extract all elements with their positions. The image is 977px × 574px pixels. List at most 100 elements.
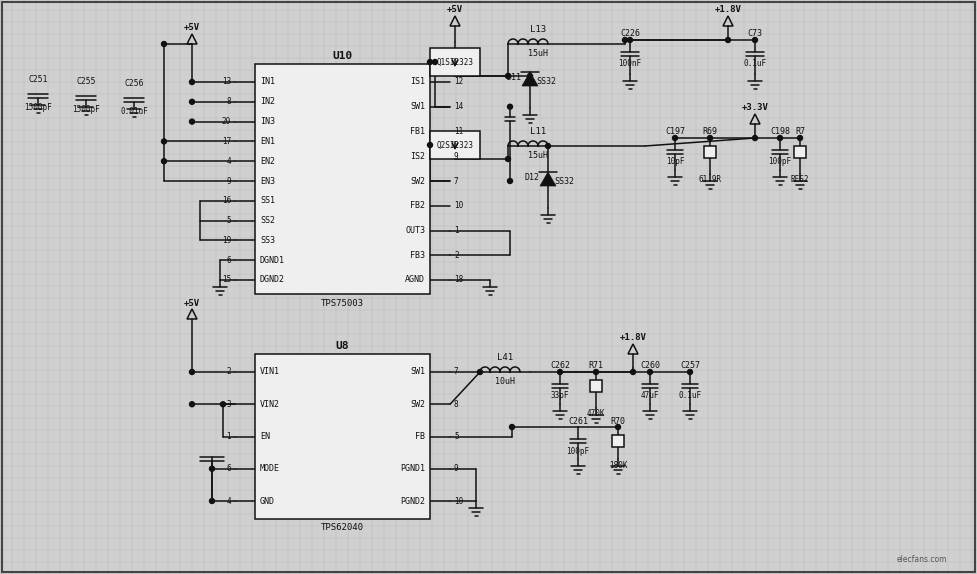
Polygon shape <box>540 172 556 186</box>
Text: 10: 10 <box>454 201 463 210</box>
Text: 10: 10 <box>454 497 463 506</box>
Text: C251: C251 <box>28 76 48 84</box>
Text: 0.01uF: 0.01uF <box>120 107 148 117</box>
Text: C261: C261 <box>568 417 588 425</box>
Text: FB1: FB1 <box>410 127 425 136</box>
Text: R69: R69 <box>702 127 717 137</box>
Text: SS2: SS2 <box>260 216 275 225</box>
Text: D12: D12 <box>525 173 539 183</box>
Text: 13: 13 <box>222 77 231 87</box>
Text: FB: FB <box>415 432 425 441</box>
Text: 1: 1 <box>454 226 458 235</box>
Text: 15: 15 <box>222 276 231 285</box>
Text: SS3: SS3 <box>260 236 275 245</box>
Text: 18: 18 <box>454 276 463 285</box>
Circle shape <box>190 80 194 84</box>
Text: RES2: RES2 <box>790 176 809 184</box>
Text: 4: 4 <box>227 497 231 506</box>
Circle shape <box>190 370 194 374</box>
Text: +1.8V: +1.8V <box>714 6 742 14</box>
Text: 12: 12 <box>454 77 463 87</box>
Text: EN3: EN3 <box>260 176 275 185</box>
Circle shape <box>672 135 677 141</box>
Circle shape <box>209 466 215 471</box>
Circle shape <box>797 135 802 141</box>
Text: C255: C255 <box>76 77 96 87</box>
Text: C256: C256 <box>124 80 144 88</box>
Text: 2: 2 <box>227 367 231 377</box>
Circle shape <box>752 37 757 42</box>
Text: 0.1uF: 0.1uF <box>678 391 701 401</box>
Text: C257: C257 <box>680 362 700 370</box>
Circle shape <box>630 370 635 374</box>
Text: 100nF: 100nF <box>618 60 642 68</box>
Text: SS32: SS32 <box>536 76 556 86</box>
Text: 180K: 180K <box>609 460 627 470</box>
Text: 8: 8 <box>454 400 458 409</box>
Text: C73: C73 <box>747 29 762 38</box>
Circle shape <box>428 60 433 64</box>
Text: L11: L11 <box>530 127 546 137</box>
Circle shape <box>545 144 550 149</box>
Text: PGND1: PGND1 <box>400 464 425 473</box>
Circle shape <box>190 402 194 407</box>
Circle shape <box>161 158 166 164</box>
Text: Q1SI2323: Q1SI2323 <box>437 57 474 67</box>
Circle shape <box>221 402 226 407</box>
Circle shape <box>558 370 563 374</box>
Text: IN2: IN2 <box>260 98 275 106</box>
Text: 8: 8 <box>227 98 231 106</box>
Bar <box>590 380 602 392</box>
Text: SW1: SW1 <box>410 102 425 111</box>
Text: 20: 20 <box>222 117 231 126</box>
Text: 16: 16 <box>222 196 231 205</box>
Circle shape <box>428 142 433 148</box>
Text: R7: R7 <box>795 127 805 137</box>
Text: TPS62040: TPS62040 <box>321 523 364 533</box>
Text: C198: C198 <box>770 127 790 137</box>
Text: TPS75003: TPS75003 <box>321 298 364 308</box>
Text: 17: 17 <box>222 137 231 146</box>
Text: GND: GND <box>260 497 275 506</box>
Text: 9: 9 <box>454 464 458 473</box>
Text: AGND: AGND <box>405 276 425 285</box>
Bar <box>704 146 716 158</box>
Text: 1500pF: 1500pF <box>24 103 52 113</box>
Text: C197: C197 <box>665 127 685 137</box>
Text: VIN2: VIN2 <box>260 400 280 409</box>
Polygon shape <box>522 72 538 86</box>
Text: 1: 1 <box>227 432 231 441</box>
Text: U8: U8 <box>336 341 349 351</box>
Text: 1500pF: 1500pF <box>72 106 100 114</box>
Bar <box>430 48 480 76</box>
Text: DGND2: DGND2 <box>260 276 285 285</box>
Text: +3.3V: +3.3V <box>742 103 769 113</box>
Circle shape <box>593 370 599 374</box>
Bar <box>255 64 430 294</box>
Text: 15uH: 15uH <box>528 48 548 57</box>
Text: +5V: +5V <box>446 6 463 14</box>
Text: 100pF: 100pF <box>567 447 589 456</box>
Bar <box>794 146 806 158</box>
Text: 6: 6 <box>227 255 231 265</box>
Text: 19: 19 <box>222 236 231 245</box>
Text: Q2SI2323: Q2SI2323 <box>437 141 474 149</box>
Text: L13: L13 <box>530 25 546 34</box>
Text: 5: 5 <box>454 432 458 441</box>
Text: C260: C260 <box>640 362 660 370</box>
Bar <box>430 131 480 159</box>
Text: SW2: SW2 <box>410 400 425 409</box>
Text: SS1: SS1 <box>260 196 275 205</box>
Text: R70: R70 <box>611 417 625 425</box>
Text: 47uF: 47uF <box>641 391 659 401</box>
Circle shape <box>707 135 712 141</box>
Circle shape <box>752 135 757 141</box>
Text: 10uH: 10uH <box>495 377 515 386</box>
Text: IS2: IS2 <box>410 152 425 161</box>
Circle shape <box>190 99 194 104</box>
Circle shape <box>726 37 731 42</box>
Text: C262: C262 <box>550 362 570 370</box>
Text: 61.9R: 61.9R <box>699 176 722 184</box>
Text: 11: 11 <box>454 127 463 136</box>
Text: DGND1: DGND1 <box>260 255 285 265</box>
